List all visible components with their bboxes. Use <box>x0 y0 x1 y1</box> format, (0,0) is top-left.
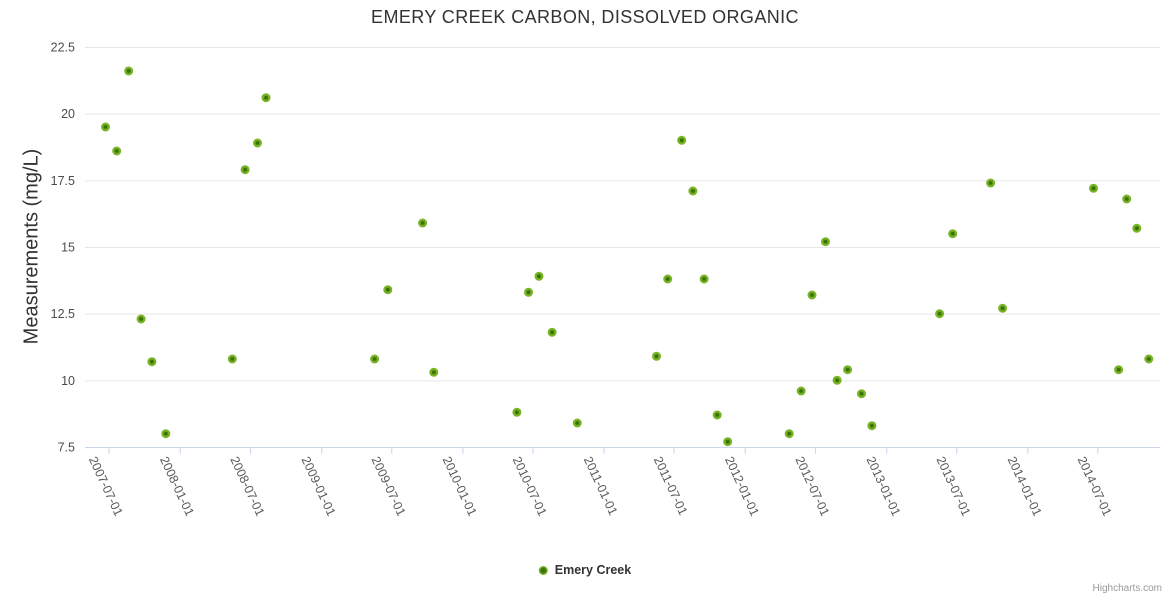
data-point[interactable] <box>712 410 722 420</box>
legend-label: Emery Creek <box>554 563 632 577</box>
x-tick-label: 2008-01-01 <box>157 454 197 518</box>
data-point[interactable] <box>534 271 544 281</box>
data-point[interactable] <box>663 274 673 284</box>
data-point[interactable] <box>572 418 582 428</box>
data-point[interactable] <box>821 237 830 247</box>
data-point[interactable] <box>699 274 709 284</box>
x-tick-label: 2014-07-01 <box>1075 454 1115 518</box>
y-tick-label: 12.5 <box>51 307 75 321</box>
data-point[interactable] <box>948 229 958 239</box>
data-point[interactable] <box>807 290 817 300</box>
x-tick-label: 2013-01-01 <box>864 454 904 518</box>
data-point[interactable] <box>796 386 806 396</box>
data-point[interactable] <box>1114 365 1124 375</box>
data-point[interactable] <box>136 314 146 324</box>
x-tick-label: 2011-07-01 <box>651 454 690 517</box>
x-tick-label: 2014-01-01 <box>1005 454 1045 518</box>
data-point[interactable] <box>1144 354 1154 364</box>
data-point[interactable] <box>547 327 557 337</box>
data-point[interactable] <box>986 178 996 188</box>
data-point[interactable] <box>677 135 687 145</box>
y-tick-label: 15 <box>61 241 75 255</box>
y-tick-label: 20 <box>61 107 75 121</box>
data-point[interactable] <box>935 309 945 319</box>
data-point[interactable] <box>512 407 522 417</box>
x-tick-label: 2008-07-01 <box>227 454 267 518</box>
data-point[interactable] <box>688 186 698 196</box>
data-point[interactable] <box>723 437 733 447</box>
data-point[interactable] <box>1122 194 1132 204</box>
x-tick-label: 2012-07-01 <box>792 454 832 518</box>
data-point[interactable] <box>857 389 866 399</box>
data-point[interactable] <box>652 351 661 361</box>
data-point[interactable] <box>1089 183 1098 193</box>
y-tick-label: 22.5 <box>51 41 75 55</box>
legend-marker-icon <box>538 565 548 575</box>
highcharts-credits-link[interactable]: Highcharts.com <box>1092 583 1162 594</box>
data-point[interactable] <box>784 429 794 439</box>
data-point[interactable] <box>843 365 853 375</box>
x-tick-label: 2013-07-01 <box>933 454 973 518</box>
data-point[interactable] <box>101 122 110 132</box>
x-tick-label: 2011-01-01 <box>581 454 620 517</box>
data-point[interactable] <box>240 165 250 175</box>
x-tick-label: 2007-07-01 <box>86 454 126 518</box>
data-point[interactable] <box>147 357 157 367</box>
data-point[interactable] <box>261 93 271 103</box>
data-point[interactable] <box>832 375 842 385</box>
x-tick-label: 2009-07-01 <box>369 454 409 518</box>
data-point[interactable] <box>383 285 393 295</box>
chart-title: EMERY CREEK CARBON, DISSOLVED ORGANIC <box>371 7 799 27</box>
data-point[interactable] <box>124 66 134 76</box>
data-point[interactable] <box>998 303 1008 313</box>
data-point[interactable] <box>112 146 122 156</box>
y-tick-label: 10 <box>61 374 75 388</box>
y-tick-label: 17.5 <box>51 174 75 188</box>
x-tick-label: 2009-01-01 <box>299 454 339 518</box>
data-point[interactable] <box>429 367 439 377</box>
x-tick-label: 2010-01-01 <box>440 454 480 518</box>
data-point[interactable] <box>227 354 237 364</box>
y-axis-title: Measurements (mg/L) <box>20 148 43 345</box>
data-point[interactable] <box>418 218 428 228</box>
data-point[interactable] <box>370 354 380 364</box>
y-tick-label: 7.5 <box>58 441 75 455</box>
x-tick-label: 2012-01-01 <box>722 454 762 518</box>
data-point[interactable] <box>867 421 877 431</box>
x-tick-label: 2010-07-01 <box>510 454 550 518</box>
data-point[interactable] <box>524 287 533 297</box>
data-point[interactable] <box>253 138 262 148</box>
data-point[interactable] <box>161 429 171 439</box>
legend-item-emery-creek[interactable]: Emery Creek <box>538 563 632 577</box>
data-point[interactable] <box>1132 223 1142 233</box>
